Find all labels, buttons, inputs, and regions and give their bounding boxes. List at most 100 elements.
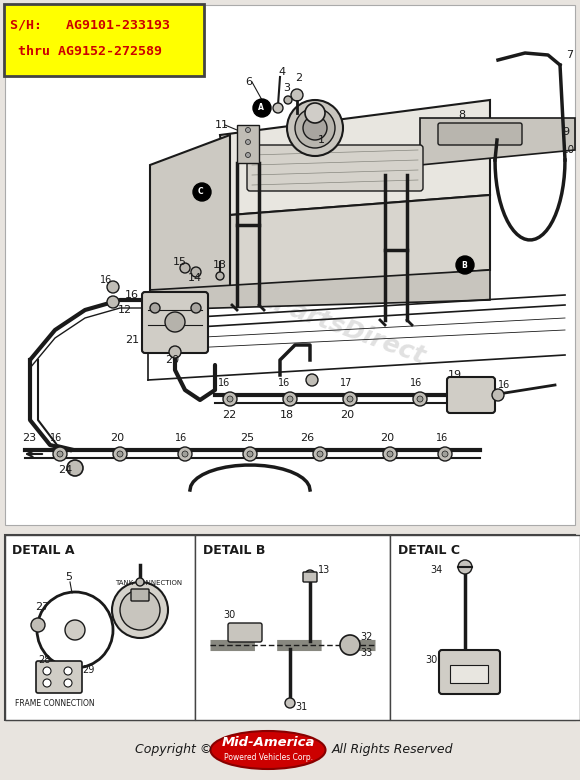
Circle shape [67,460,83,476]
FancyBboxPatch shape [131,589,149,601]
Text: 16: 16 [410,378,422,388]
Text: DETAIL A: DETAIL A [12,544,74,556]
Text: 13: 13 [213,260,227,270]
Text: 20: 20 [165,355,179,365]
Circle shape [31,618,45,632]
Circle shape [165,312,185,332]
Circle shape [287,396,293,402]
Circle shape [291,89,303,101]
Circle shape [43,679,51,687]
Text: 25: 25 [240,433,254,443]
Text: 7: 7 [566,50,573,60]
Text: 29: 29 [82,665,95,675]
Bar [5,535,575,720]
Polygon shape [420,118,575,165]
FancyBboxPatch shape [439,650,500,694]
FancyBboxPatch shape [438,123,522,145]
Circle shape [456,256,474,274]
Circle shape [43,667,51,675]
Text: 34: 34 [430,565,442,575]
Circle shape [112,582,168,638]
Text: 11: 11 [215,120,229,130]
Text: 24: 24 [58,465,72,475]
Text: 20: 20 [110,433,124,443]
Circle shape [383,447,397,461]
Text: 30: 30 [425,655,437,665]
Text: 17: 17 [340,378,353,388]
Circle shape [305,570,315,580]
Text: 20: 20 [380,433,394,443]
FancyBboxPatch shape [142,292,208,353]
Circle shape [347,396,353,402]
Circle shape [120,590,160,630]
Polygon shape [230,195,490,290]
Circle shape [306,374,318,386]
Circle shape [107,296,119,308]
Circle shape [305,103,325,123]
Text: 31: 31 [295,702,307,712]
Polygon shape [150,270,490,310]
Circle shape [313,447,327,461]
Text: Copyright ©: Copyright © [135,743,212,757]
Circle shape [243,447,257,461]
Ellipse shape [211,731,325,769]
Text: 16: 16 [436,433,448,443]
Circle shape [227,396,233,402]
FancyBboxPatch shape [447,377,495,413]
Text: thru AG9152-272589: thru AG9152-272589 [10,45,162,58]
Circle shape [273,103,283,113]
Circle shape [284,96,292,104]
Circle shape [169,346,181,358]
Circle shape [247,451,253,457]
Circle shape [113,447,127,461]
Circle shape [245,140,251,144]
Text: 4: 4 [278,67,285,77]
Text: 18: 18 [280,410,294,420]
Circle shape [413,392,427,406]
Bar [5,535,195,720]
Text: 5: 5 [65,572,72,582]
Text: C: C [198,187,204,197]
Circle shape [417,396,423,402]
FancyBboxPatch shape [4,4,204,76]
Circle shape [317,451,323,457]
Text: DETAIL C: DETAIL C [398,544,460,556]
Circle shape [191,303,201,313]
Circle shape [438,447,452,461]
Circle shape [178,447,192,461]
Text: GolfCartPartsDirect: GolfCartPartsDirect [162,252,429,368]
Circle shape [136,578,144,586]
Text: 22: 22 [222,410,236,420]
Bar [5,5,575,525]
Text: 16: 16 [175,433,187,443]
Text: 3: 3 [283,83,290,93]
Circle shape [117,451,123,457]
Circle shape [191,267,201,277]
Text: A: A [258,104,264,112]
Circle shape [295,108,335,148]
Circle shape [245,153,251,158]
Circle shape [65,620,85,640]
Text: 6: 6 [245,77,252,87]
Text: 8: 8 [458,110,465,120]
Text: 16: 16 [100,275,113,285]
Text: 16: 16 [218,378,230,388]
Bar [450,665,488,683]
Text: Powered Vehicles Corp.: Powered Vehicles Corp. [223,753,313,761]
Circle shape [492,389,504,401]
Text: 16: 16 [50,433,62,443]
FancyBboxPatch shape [247,145,423,191]
Text: B: B [461,261,467,270]
Text: 15: 15 [173,257,187,267]
Text: 20: 20 [340,410,354,420]
Text: S/H:   AG9101-233193: S/H: AG9101-233193 [10,18,170,31]
Text: 16: 16 [278,378,290,388]
Text: 1: 1 [318,135,325,145]
Text: 10: 10 [562,145,575,155]
FancyBboxPatch shape [228,623,262,642]
FancyBboxPatch shape [36,661,82,693]
Circle shape [150,303,160,313]
Text: 13: 13 [318,565,330,575]
Circle shape [442,451,448,457]
Polygon shape [220,100,490,215]
